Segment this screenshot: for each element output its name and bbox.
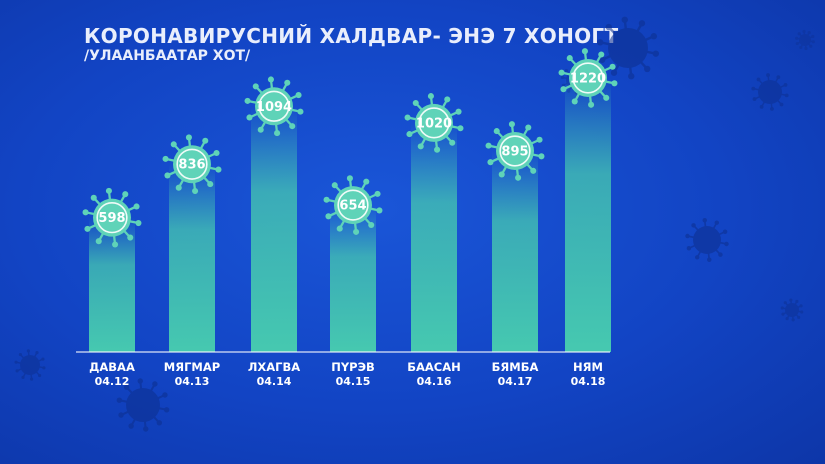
- bar-7: [565, 77, 611, 352]
- date-label: 04.12: [95, 375, 130, 388]
- chart-subtitle: /УЛААНБААТАР ХОТ/: [84, 48, 251, 64]
- date-label: 04.17: [498, 375, 533, 388]
- value-label: 836: [178, 158, 205, 173]
- category-label: БААСАН: [407, 360, 461, 374]
- virus-marker-icon: [404, 93, 464, 153]
- category-labels-group: ДАВАА04.12МЯГМАР04.13ЛХАГВА04.14ПҮРЭВ04.…: [89, 360, 605, 388]
- virus-marker-icon: [162, 134, 222, 195]
- value-markers-group: 598 836 1094 654 1020 895 1220: [82, 48, 618, 248]
- category-label: ПҮРЭВ: [331, 360, 375, 374]
- background-virus-icon: [116, 378, 170, 432]
- value-label: 1220: [570, 71, 606, 86]
- value-label: 895: [501, 144, 528, 159]
- bar-6: [492, 150, 538, 352]
- background-virus-icon: [751, 73, 789, 111]
- background-virus-icon: [685, 218, 729, 262]
- category-label: ЛХАГВА: [248, 360, 300, 374]
- category-label: МЯГМАР: [164, 360, 220, 374]
- date-label: 04.18: [571, 375, 606, 388]
- value-label: 654: [339, 199, 366, 214]
- chart-title: КОРОНАВИРУСНИЙ ХАЛДВАР- ЭНЭ 7 ХОНОГТ: [84, 24, 619, 48]
- bar-5: [411, 122, 457, 353]
- value-label: 1020: [416, 116, 452, 131]
- virus-marker-icon: [558, 48, 618, 108]
- date-label: 04.16: [417, 375, 452, 388]
- category-label: БЯМБА: [492, 360, 539, 374]
- background-virus-icon: [780, 298, 804, 322]
- background-virus-icon: [14, 349, 46, 381]
- background-virus-icon: [795, 29, 815, 51]
- bar-3: [251, 106, 297, 352]
- value-label: 1094: [256, 100, 292, 115]
- date-label: 04.15: [336, 375, 371, 388]
- date-label: 04.13: [175, 375, 210, 388]
- category-label: НЯМ: [573, 360, 603, 374]
- category-label: ДАВАА: [89, 360, 135, 374]
- virus-marker-icon: [244, 76, 304, 137]
- bar-2: [169, 164, 215, 352]
- value-label: 598: [98, 211, 125, 226]
- background-virus-icon: [596, 16, 660, 80]
- date-label: 04.14: [257, 375, 292, 388]
- virus-marker-icon: [485, 121, 545, 181]
- virus-marker-icon: [323, 175, 383, 235]
- virus-marker-icon: [82, 187, 142, 248]
- bars-group: [89, 77, 611, 353]
